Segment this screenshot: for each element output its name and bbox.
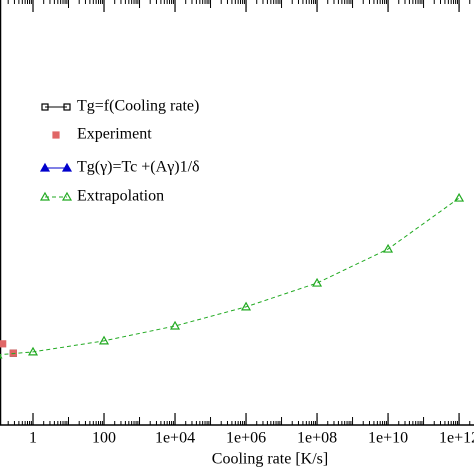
- x-tick-label: 1: [29, 430, 37, 447]
- legend-item: Experiment: [52, 126, 152, 143]
- legend-item: Tg(γ)=Tc +(Aγ)1/δ: [39, 159, 200, 176]
- marker: [52, 131, 60, 139]
- marker: [98, 335, 110, 345]
- marker: [0, 340, 7, 348]
- x-tick-label: 1e+04: [155, 430, 195, 447]
- legend-label: Tg=f(Cooling rate): [77, 98, 199, 115]
- x-tick-label: 1e+08: [297, 430, 337, 447]
- legend-label: Experiment: [77, 126, 152, 143]
- marker: [63, 103, 71, 111]
- marker: [61, 162, 73, 172]
- x-tick-label: 100: [92, 430, 116, 447]
- series-line: [0, 197, 460, 356]
- marker: [454, 192, 465, 202]
- marker: [383, 243, 394, 253]
- marker: [41, 103, 49, 111]
- x-axis-label: Cooling rate [K/s]: [212, 451, 328, 468]
- x-tick-label: 1e+12: [439, 430, 474, 447]
- x-tick-label: 1e+06: [226, 430, 266, 447]
- marker: [169, 320, 181, 330]
- marker: [240, 301, 252, 311]
- x-tick-label: 1e+10: [368, 430, 408, 447]
- marker: [39, 162, 51, 172]
- marker: [61, 191, 73, 201]
- legend-item: Tg=f(Cooling rate): [41, 98, 199, 115]
- marker: [27, 346, 39, 356]
- marker: [39, 191, 51, 201]
- marker: [312, 277, 323, 287]
- legend-item: Extrapolation: [39, 188, 164, 205]
- legend-label: Tg(γ)=Tc +(Aγ)1/δ: [77, 159, 200, 176]
- legend-label: Extrapolation: [77, 188, 164, 205]
- plot-frame: [0, 0, 474, 426]
